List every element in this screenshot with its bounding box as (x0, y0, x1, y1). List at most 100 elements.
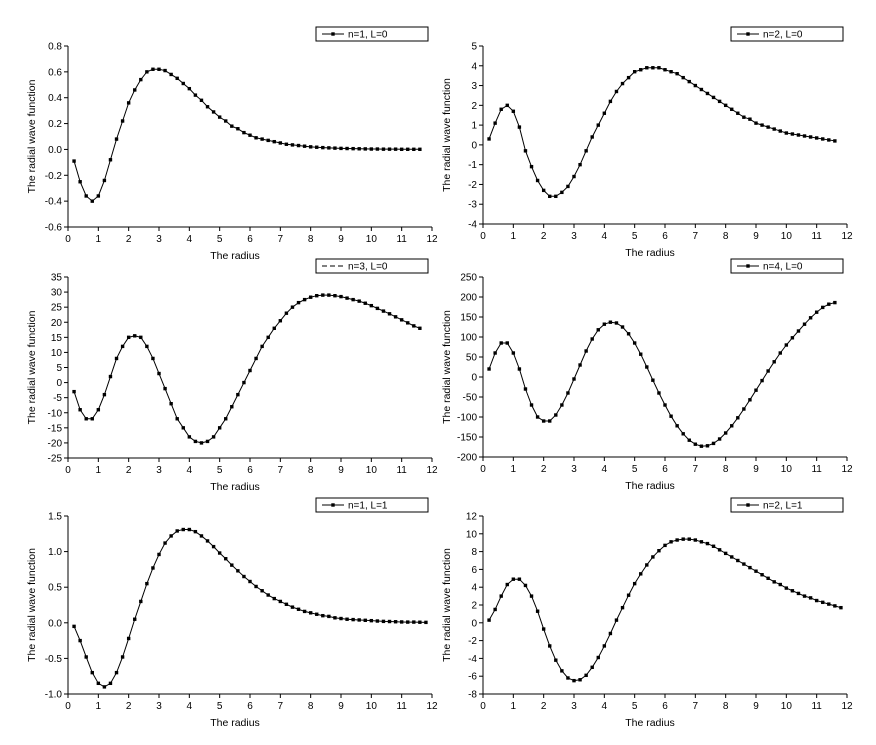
data-point (387, 312, 392, 316)
data-point (687, 537, 691, 541)
x-tick-label: 9 (338, 234, 344, 245)
x-tick-label: 4 (602, 464, 608, 475)
data-point (730, 424, 734, 428)
legend-label: n=3, L=0 (348, 262, 388, 273)
data-point (381, 309, 386, 313)
y-tick-label: 0 (471, 373, 477, 384)
x-tick-label: 12 (841, 464, 853, 475)
data-point (602, 644, 607, 648)
y-tick-label: 0.4 (48, 93, 62, 104)
y-tick-label: 2 (471, 101, 477, 112)
data-point (705, 444, 710, 448)
data-point (493, 121, 497, 125)
data-point (645, 365, 649, 369)
y-tick-label: -100 (457, 413, 477, 424)
x-tick-label: 6 (662, 701, 668, 712)
data-point (511, 109, 516, 113)
data-point (302, 297, 307, 302)
data-point (393, 620, 398, 624)
y-tick-label: -15 (48, 423, 63, 434)
data-point (681, 75, 685, 80)
data-point (163, 386, 167, 391)
data-point (193, 439, 198, 444)
x-tick-label: 1 (511, 231, 517, 242)
data-point (699, 87, 704, 92)
x-axis-title: The radius (210, 717, 260, 729)
data-point (517, 367, 522, 371)
data-point (608, 99, 613, 104)
data-point (278, 599, 283, 604)
y-tick-label: 0 (56, 378, 62, 389)
data-point (284, 311, 289, 315)
data-point (296, 143, 301, 148)
x-axis-title: The radius (625, 717, 675, 729)
y-tick-label: -3 (468, 200, 477, 211)
data-point (535, 609, 540, 613)
x-tick-label: 1 (96, 465, 102, 476)
data-point (590, 135, 594, 139)
data-point (72, 624, 76, 629)
data-point (290, 305, 295, 309)
data-point (626, 75, 631, 80)
y-tick-label: -1 (468, 160, 477, 171)
x-tick-label: 12 (426, 465, 438, 476)
data-point (742, 115, 746, 119)
x-tick-label: 9 (753, 231, 759, 242)
data-point (120, 655, 125, 659)
data-point (345, 296, 349, 300)
data-point (418, 326, 422, 330)
data-point (139, 77, 143, 82)
y-tick-label: 50 (466, 353, 478, 364)
x-tick-label: 0 (65, 701, 71, 712)
data-point (230, 124, 234, 128)
y-tick-label: -4 (468, 220, 477, 231)
y-tick-label: 0.2 (48, 119, 62, 130)
data-point (657, 66, 661, 70)
y-tick-label: 100 (460, 333, 477, 344)
data-point (145, 70, 149, 74)
data-point (572, 174, 576, 179)
y-tick-label: 2 (471, 601, 477, 612)
data-point (339, 294, 343, 299)
data-point (393, 147, 398, 151)
data-point (327, 293, 331, 297)
data-point (554, 413, 558, 417)
data-point (784, 586, 789, 590)
legend: n=4, L=0 (730, 258, 844, 274)
data-point (657, 391, 661, 395)
data-point (139, 335, 143, 340)
data-point (102, 685, 107, 689)
data-point (711, 441, 716, 446)
data-point (266, 593, 270, 597)
data-point (742, 562, 746, 566)
data-point (821, 137, 825, 141)
data-point (754, 121, 758, 125)
data-point (839, 605, 843, 610)
data-point (302, 144, 307, 148)
data-point (193, 529, 198, 534)
data-point (387, 619, 392, 624)
data-point (596, 123, 600, 127)
data-point (669, 414, 673, 418)
data-point (590, 337, 594, 341)
data-point (778, 129, 782, 133)
data-point (620, 605, 625, 610)
data-point (217, 551, 222, 555)
data-point (681, 432, 685, 436)
series-line (73, 68, 420, 202)
data-point (254, 584, 258, 589)
legend-label: n=4, L=0 (763, 262, 803, 273)
data-point (369, 303, 374, 308)
data-point (387, 147, 392, 151)
data-point (181, 81, 185, 86)
data-point (175, 76, 179, 81)
data-point (711, 544, 716, 548)
data-point (645, 66, 649, 70)
x-tick-label: 0 (480, 231, 486, 242)
y-axis-title: The radial wave function (26, 548, 38, 662)
x-tick-label: 2 (126, 701, 132, 712)
x-tick-label: 9 (338, 701, 344, 712)
y-tick-label: 35 (51, 273, 63, 284)
data-point (412, 620, 416, 624)
data-point (560, 669, 564, 673)
